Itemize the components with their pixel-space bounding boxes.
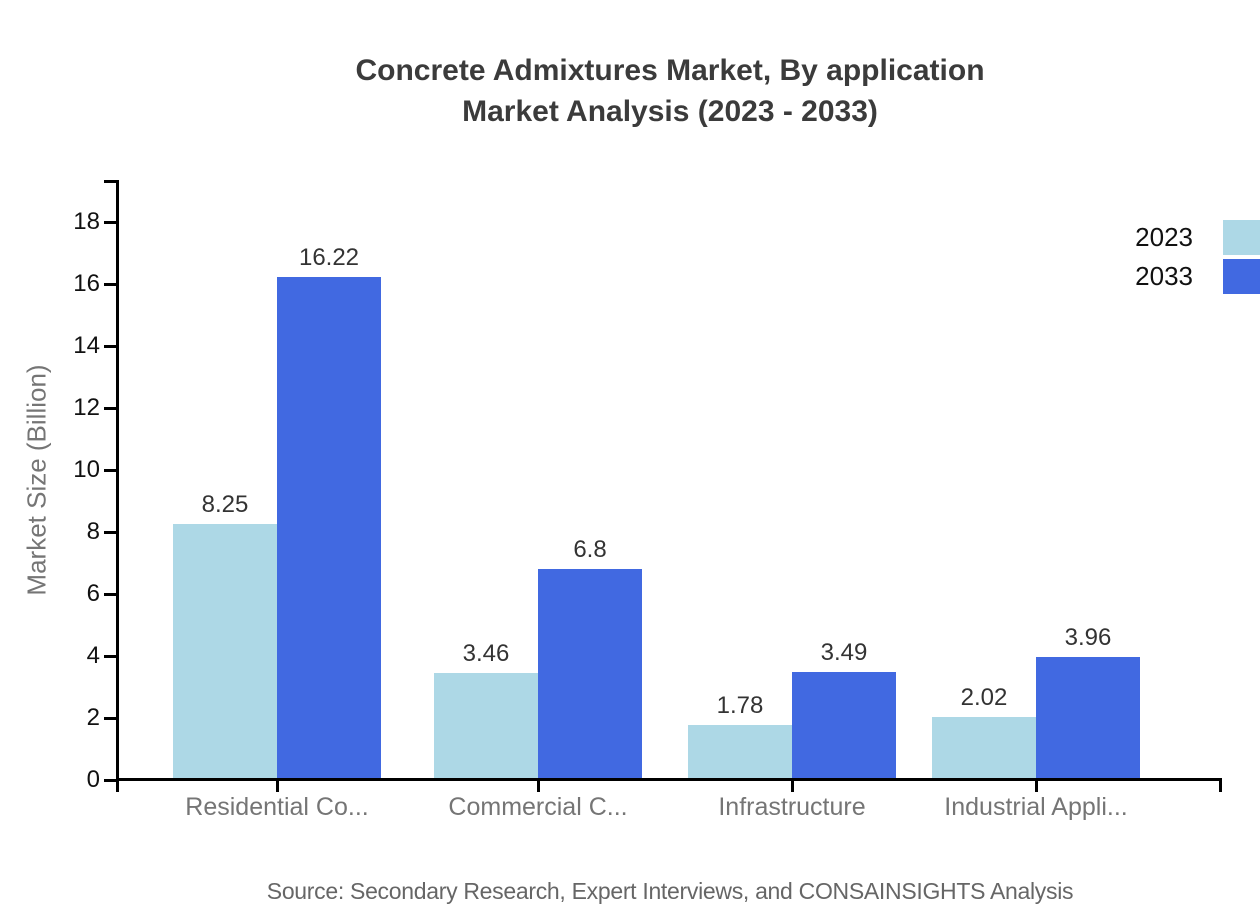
legend-item: 2023 <box>1135 220 1260 255</box>
y-axis-tick <box>104 717 116 720</box>
x-axis-end-cap <box>1219 778 1222 792</box>
y-axis-tick-label: 16 <box>73 270 100 297</box>
y-axis-end-cap <box>104 180 119 183</box>
bar-value-label: 3.96 <box>1064 624 1112 651</box>
x-axis-tick <box>276 781 279 792</box>
y-axis-tick <box>104 531 116 534</box>
x-axis-tick <box>1035 781 1038 792</box>
y-axis-tick-label: 4 <box>86 642 100 669</box>
bar-2033-category-2 <box>538 569 642 780</box>
bar-value-label: 3.46 <box>462 640 510 667</box>
y-axis-tick <box>104 469 116 472</box>
legend-label: 2033 <box>1135 261 1193 291</box>
bar-value-label: 8.25 <box>201 491 249 518</box>
bar-value-label: 2.02 <box>960 684 1008 711</box>
y-axis-tick-label: 6 <box>86 580 100 607</box>
bar-2023-category-1 <box>173 524 277 780</box>
category-label: Residential Co... <box>185 793 369 821</box>
category-label: Infrastructure <box>718 793 866 821</box>
legend-item: 2033 <box>1135 259 1260 294</box>
y-axis-tick <box>104 221 116 224</box>
y-axis-tick <box>104 593 116 596</box>
legend-swatch <box>1223 259 1260 294</box>
y-axis-tick <box>104 407 116 410</box>
y-axis-tick <box>104 655 116 658</box>
source-note: Source: Secondary Research, Expert Inter… <box>266 878 1074 904</box>
y-axis-tick <box>104 283 116 286</box>
bar-value-label: 1.78 <box>716 692 764 719</box>
bar-value-label: 6.8 <box>573 536 607 563</box>
legend: 2023 2033 <box>1135 220 1260 298</box>
chart-title: Concrete Admixtures Market, By applicati… <box>355 50 984 132</box>
y-axis-tick <box>104 779 116 782</box>
chart-title-line1: Concrete Admixtures Market, By applicati… <box>355 54 985 87</box>
bar-2023-category-2 <box>434 673 538 780</box>
bar-value-label: 16.22 <box>298 244 360 271</box>
y-axis-tick-label: 18 <box>73 208 100 235</box>
chart-title-line2: Market Analysis (2023 - 2033) <box>462 95 878 128</box>
bar-2033-category-4 <box>1036 657 1140 780</box>
y-axis-tick-label: 14 <box>73 332 100 359</box>
legend-swatch <box>1223 220 1260 255</box>
x-axis-tick <box>791 781 794 792</box>
y-axis-tick-label: 2 <box>86 704 100 731</box>
legend-label: 2023 <box>1135 222 1193 252</box>
y-axis-tick-label: 8 <box>86 518 100 545</box>
bar-2033-category-1 <box>277 277 381 780</box>
category-label: Industrial Appli... <box>944 793 1128 821</box>
y-axis-line <box>116 180 119 792</box>
bar-2023-category-4 <box>932 717 1036 780</box>
category-label: Commercial C... <box>448 793 628 821</box>
y-axis-tick-label: 12 <box>73 394 100 421</box>
y-axis-title: Market Size (Billion) <box>21 364 52 596</box>
y-axis-tick-label: 0 <box>86 766 100 793</box>
bar-2023-category-3 <box>688 725 792 780</box>
x-axis-line <box>116 778 1222 781</box>
y-axis-tick-label: 10 <box>73 456 100 483</box>
x-axis-tick <box>537 781 540 792</box>
bar-2033-category-3 <box>792 672 896 780</box>
y-axis-tick <box>104 345 116 348</box>
bar-value-label: 3.49 <box>820 639 868 666</box>
